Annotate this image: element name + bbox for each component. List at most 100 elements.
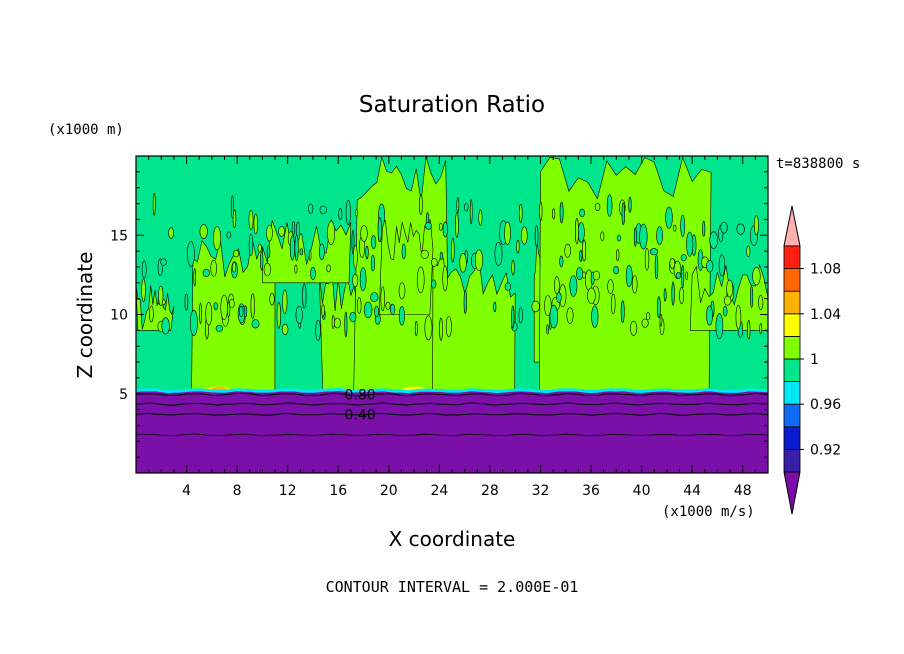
colorbar-band <box>783 448 801 473</box>
contour-speck <box>374 305 379 318</box>
contour-speck <box>193 268 196 287</box>
contour-speck <box>582 239 587 262</box>
contour-speck <box>439 317 443 341</box>
contour-speck <box>554 276 560 295</box>
contour-speck <box>168 227 174 239</box>
colorbar-label: 1.08 <box>810 262 841 278</box>
contour-speck <box>504 282 512 291</box>
contour-speck <box>215 324 224 332</box>
x-tick-label: 48 <box>734 483 752 499</box>
contour-speck <box>380 286 385 312</box>
contour-speck <box>210 259 217 277</box>
y-axis-label: Z coordinate <box>73 252 97 379</box>
contour-speck <box>232 262 237 273</box>
contour-speck <box>494 242 503 267</box>
contour-speck <box>149 305 154 323</box>
contour-speck <box>718 254 726 277</box>
contour-speck <box>231 195 235 219</box>
low-saturation-region <box>136 390 768 473</box>
contour-speck <box>659 313 663 327</box>
contour-speck <box>420 249 429 259</box>
contour-speck <box>680 254 687 262</box>
colorbar-label: 0.96 <box>810 397 841 413</box>
contour-speck <box>377 217 382 243</box>
contour-speck <box>187 241 195 267</box>
contour-speck <box>673 224 677 232</box>
contour-speck <box>575 218 579 245</box>
contour-speck <box>752 267 761 286</box>
contour-speck <box>419 194 423 216</box>
x-tick-label: 32 <box>532 483 550 499</box>
x-axis-ticks: 4 8 12 16 20 24 28 32 36 40 44 48 <box>148 156 756 499</box>
colorbar-band <box>783 245 801 270</box>
contour-speck <box>248 210 254 230</box>
contour-speck <box>226 231 232 239</box>
contour-speck <box>759 323 763 335</box>
contour-speck <box>459 252 467 273</box>
contour-line-0-60 <box>136 402 768 406</box>
contour-speck <box>746 245 751 258</box>
contour-interval-note: CONTOUR INTERVAL = 2.000E-01 <box>326 578 579 596</box>
contour-speck <box>266 245 271 259</box>
contour-speck <box>213 302 219 311</box>
contour-speck <box>576 267 584 280</box>
contour-speck <box>706 305 713 326</box>
contour-speck <box>445 316 452 338</box>
contour-speck <box>723 295 732 306</box>
contour-speck <box>338 208 343 221</box>
colorbar-band <box>783 381 801 405</box>
contour-speck <box>431 279 437 289</box>
contour-speck <box>686 231 694 257</box>
contour-speck <box>344 311 348 338</box>
contour-speck <box>671 281 675 306</box>
colorbar-label: 1.04 <box>810 307 841 323</box>
contour-speck <box>758 294 764 311</box>
chart-title: Saturation Ratio <box>359 92 545 118</box>
contour-line-0-20 <box>136 433 768 437</box>
contour-speck <box>715 313 724 340</box>
contour-speck <box>722 305 728 317</box>
contour-speck <box>251 319 260 329</box>
contour-speck <box>220 294 228 321</box>
contour-speck <box>248 233 254 257</box>
boundary-cyan-line <box>136 387 768 394</box>
x-tick-label: 28 <box>481 483 499 499</box>
contour-speck <box>546 324 550 335</box>
colorbar-top-arrow <box>783 205 801 247</box>
colorbar: 0.92 0.96 1 1.04 1.08 <box>783 205 841 515</box>
contour-speck <box>649 248 659 256</box>
contour-speck <box>620 300 625 323</box>
contour-speck <box>613 266 619 275</box>
contour-speck <box>260 251 264 271</box>
contour-speck <box>706 260 714 273</box>
contour-speck <box>321 304 325 317</box>
contour-speck <box>592 270 601 281</box>
contour-speck <box>639 223 648 250</box>
contour-speck <box>607 279 614 294</box>
contour-label: 0.80 <box>345 388 376 404</box>
colorbar-label: 0.92 <box>810 442 841 458</box>
colorbar-band <box>783 426 801 450</box>
colorbar-band <box>783 335 801 360</box>
contour-speck <box>356 297 362 314</box>
contour-speck <box>310 267 316 280</box>
contour-speck <box>669 258 676 269</box>
contour-speck <box>319 205 327 215</box>
contour-speck <box>680 214 686 238</box>
x-tick-label: 20 <box>380 483 398 499</box>
x-tick-label: 4 <box>182 483 191 499</box>
y-tick-label: 15 <box>110 228 128 244</box>
contour-speck <box>278 226 285 237</box>
contour-speck <box>345 199 351 226</box>
contour-speck <box>424 315 433 341</box>
contour-speck <box>675 272 681 279</box>
contour-speck <box>294 264 298 274</box>
contour-speck <box>663 288 667 302</box>
contour-speck <box>455 212 459 238</box>
contour-speck <box>438 222 443 231</box>
contour-labels: 0.80 0.40 <box>345 388 376 424</box>
contour-speck <box>474 249 484 271</box>
contour-speck <box>398 282 406 300</box>
colorbar-bottom-arrow <box>783 471 801 515</box>
